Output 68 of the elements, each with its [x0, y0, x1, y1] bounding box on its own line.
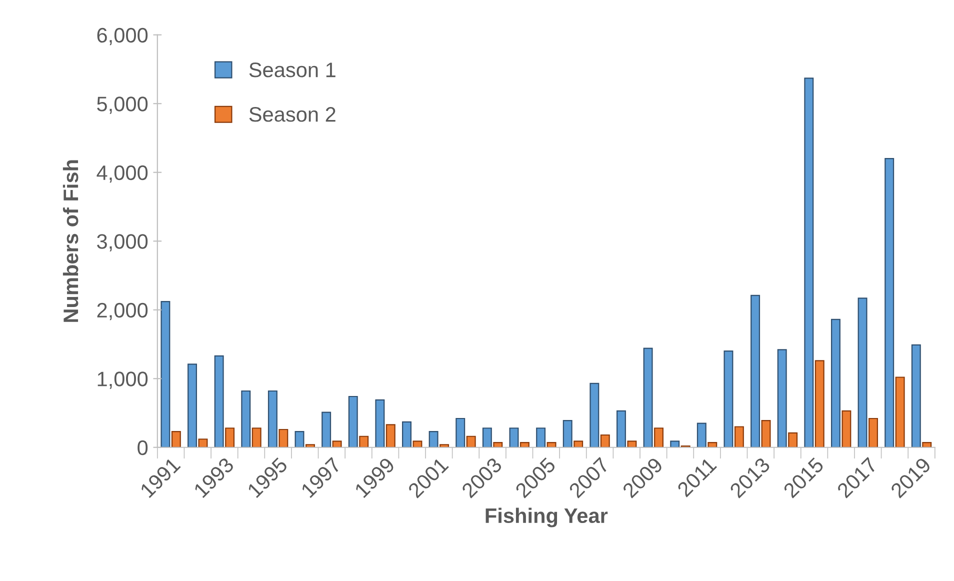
bar	[493, 442, 503, 448]
bar	[188, 364, 197, 448]
bar	[402, 421, 412, 448]
bar	[708, 442, 718, 448]
bar	[332, 440, 342, 448]
bar	[214, 355, 224, 448]
bar	[922, 442, 932, 448]
bar	[241, 390, 251, 448]
bar	[428, 431, 438, 448]
bar	[590, 382, 600, 448]
bar	[696, 422, 706, 448]
y-tick-label: 6,000	[97, 28, 148, 46]
bar	[600, 434, 610, 448]
bar	[777, 349, 787, 448]
bar	[761, 420, 771, 448]
bar	[546, 442, 556, 448]
y-tick-label: 0	[138, 440, 148, 456]
bar	[734, 426, 744, 448]
y-tick-label: 5,000	[97, 96, 148, 114]
bar	[294, 431, 304, 448]
bar	[482, 428, 492, 448]
bar	[268, 390, 278, 448]
bar	[520, 442, 530, 448]
bar	[643, 348, 653, 448]
bar	[724, 350, 734, 448]
bar	[911, 344, 921, 448]
y-tick-label: 1,000	[98, 372, 148, 389]
bar	[804, 78, 814, 448]
bar	[412, 440, 422, 448]
bar	[305, 444, 315, 448]
bar	[574, 440, 584, 448]
bar	[225, 428, 235, 448]
bar	[654, 428, 664, 448]
bar	[386, 424, 396, 448]
bar	[509, 428, 519, 448]
bar	[884, 158, 894, 448]
bar	[322, 412, 332, 448]
bar	[830, 318, 840, 448]
bar	[252, 428, 262, 448]
bar	[171, 431, 181, 448]
y-tick-label: 3,000	[97, 234, 148, 252]
bar	[536, 428, 546, 448]
y-tick-label: 2,000	[97, 302, 148, 320]
bar	[375, 399, 385, 448]
bar	[359, 436, 369, 448]
legend-label: Season 1	[249, 62, 336, 78]
bar	[868, 418, 878, 448]
x-axis-title: Fishing Year	[486, 508, 608, 528]
bar	[198, 438, 208, 448]
bar	[466, 436, 476, 448]
bar	[788, 432, 798, 448]
bar	[278, 428, 288, 448]
bar	[858, 298, 868, 448]
bar	[440, 444, 450, 448]
bar	[842, 410, 852, 448]
bar	[895, 376, 905, 448]
bar	[160, 301, 170, 448]
bar	[627, 440, 637, 448]
bar	[670, 440, 680, 448]
legend-label: Season 2	[249, 107, 336, 122]
bar	[814, 360, 824, 448]
bar	[750, 294, 760, 448]
bar	[616, 410, 626, 448]
y-tick-label: 4,000	[96, 165, 148, 183]
bar	[562, 420, 572, 448]
y-axis-title: Numbers of Fish	[62, 160, 78, 322]
bar	[348, 396, 358, 448]
bar	[456, 418, 466, 448]
